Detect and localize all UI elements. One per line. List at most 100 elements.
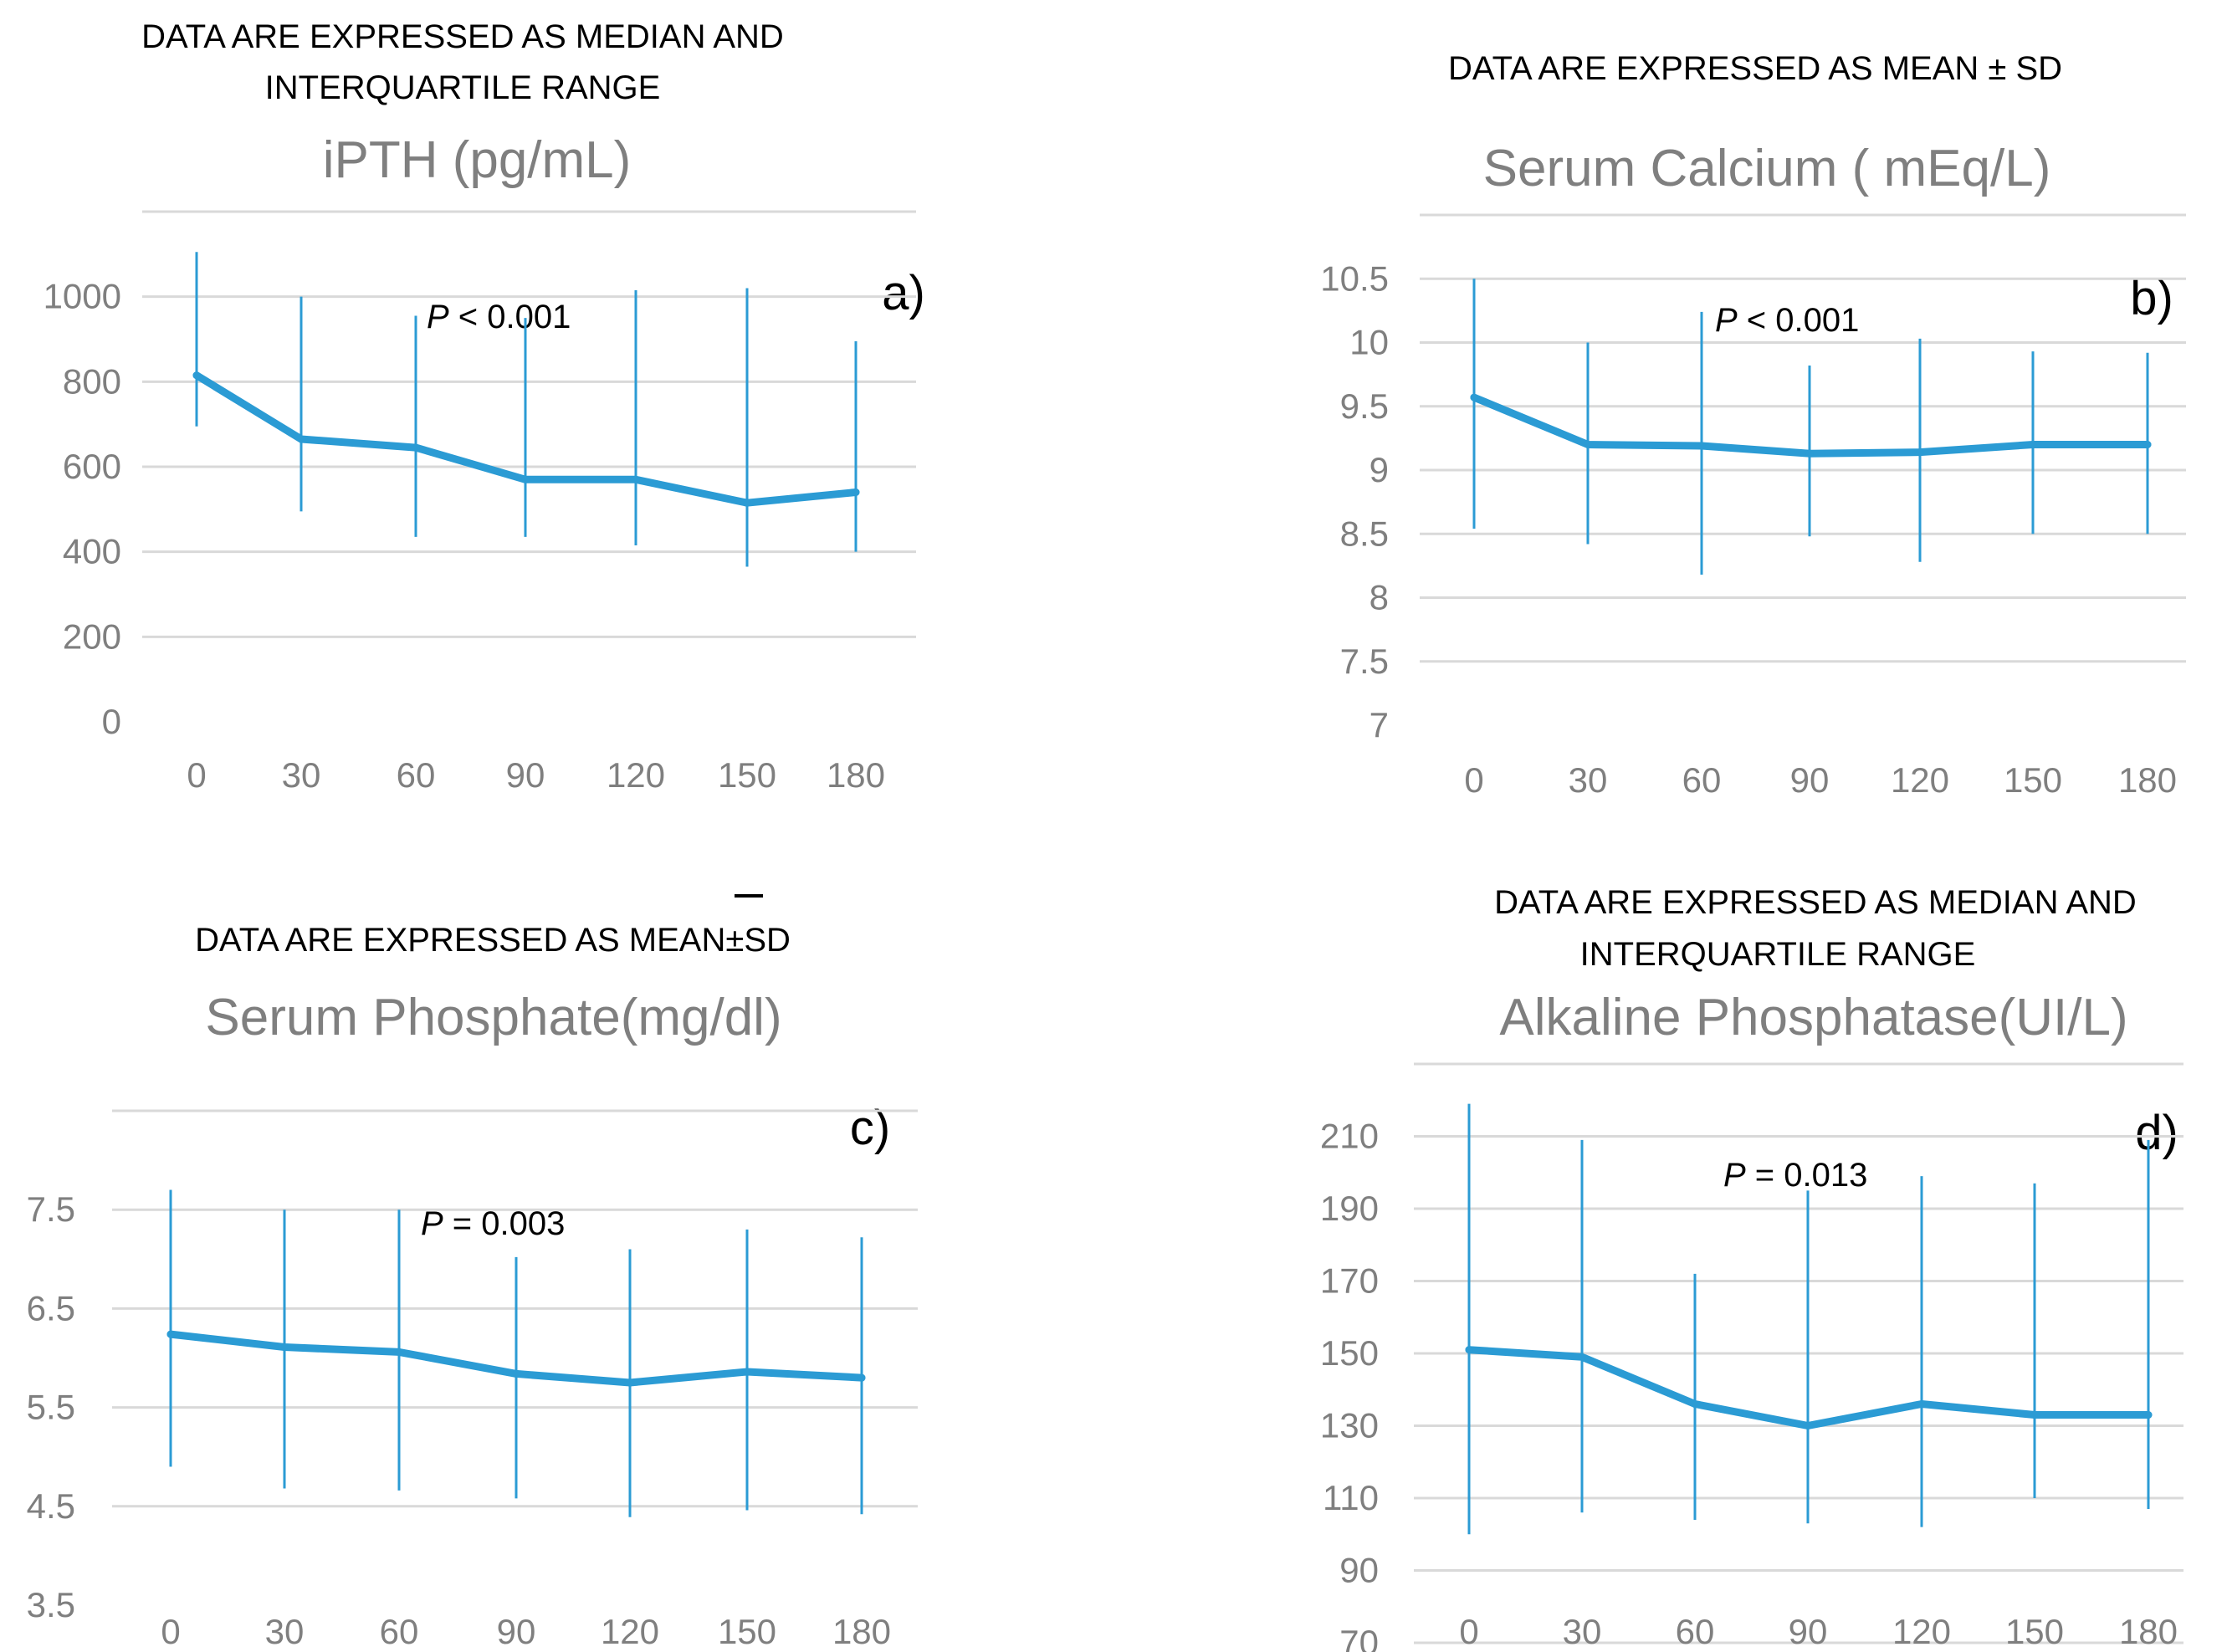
- data-point: [2143, 441, 2152, 448]
- panel-a-p-value: P < 0.001: [427, 299, 571, 335]
- panel-c-note-line-1: DATA ARE EXPRESSED AS MEAN±SD: [195, 922, 791, 959]
- y-tick-label: 70: [1339, 1623, 1379, 1652]
- y-tick-label: 150: [1320, 1333, 1379, 1373]
- panel-c-title: Serum Phosphate(mg/dl): [205, 989, 781, 1046]
- x-tick-label: 180: [2119, 1612, 2178, 1651]
- x-tick-label: 120: [607, 755, 665, 795]
- panel-d: DATA ARE EXPRESSED AS MEDIAN AND INTERQU…: [1320, 884, 2183, 1652]
- panel-c-p-value: P = 0.003: [421, 1205, 565, 1242]
- data-point: [1578, 1353, 1586, 1361]
- y-tick-label: 9.5: [1340, 386, 1389, 426]
- panel-b-title: Serum Calcium ( mEq/L): [1483, 140, 2051, 197]
- data-point: [297, 435, 305, 443]
- y-tick-label: 200: [63, 616, 121, 656]
- x-tick-label: 60: [1676, 1612, 1715, 1651]
- panel-b-plot: 7 7.5 8 8.5 9 9.5 10 10.5 0 30 60 90 120 150 180: [1320, 213, 2186, 800]
- data-point: [192, 371, 201, 380]
- panel-d-note-line-2: INTERQUARTILE RANGE: [1580, 936, 1976, 973]
- data-point: [1805, 449, 1814, 458]
- data-point: [280, 1343, 289, 1351]
- data-point: [521, 475, 530, 483]
- y-tick-label: 0: [102, 702, 121, 741]
- panel-b-p-italic: P: [1715, 302, 1738, 339]
- y-tick-label: 190: [1320, 1189, 1379, 1228]
- data-point: [412, 443, 420, 452]
- panel-a-plot: 0 200 400 600 800 1000 0 30 60 90 120 150 180: [44, 210, 916, 795]
- panel-d-title: Alkaline Phosphatase(UI/L): [1499, 989, 2127, 1046]
- panel-a-label: a): [882, 266, 925, 320]
- data-point: [632, 475, 640, 483]
- y-tick-label: 5.5: [27, 1388, 75, 1427]
- y-tick-label: 210: [1320, 1117, 1379, 1156]
- y-tick-label: 800: [63, 361, 121, 401]
- panel-d-p-rest: = 0.013: [1746, 1157, 1868, 1194]
- x-tick-label: 90: [506, 755, 545, 795]
- y-tick-label: 7: [1369, 705, 1389, 744]
- panel-b-p-rest: < 0.001: [1738, 302, 1860, 339]
- x-tick-label: 180: [832, 1612, 891, 1651]
- x-tick-label: 30: [282, 755, 321, 795]
- panel-a-note-line-1: DATA ARE EXPRESSED AS MEDIAN AND: [141, 18, 784, 55]
- x-tick-label: 180: [827, 755, 885, 795]
- panel-c-label: c): [850, 1101, 890, 1155]
- x-tick-label: 150: [2005, 1612, 2064, 1651]
- panel-a-p-rest: < 0.001: [449, 299, 571, 335]
- data-point: [2030, 1411, 2039, 1419]
- data-point: [166, 1330, 175, 1338]
- x-tick-label: 0: [1459, 1612, 1478, 1651]
- panel-c: DATA ARE EXPRESSED AS MEAN±SD Serum Phos…: [27, 894, 918, 1651]
- data-point: [743, 499, 751, 507]
- data-point: [852, 488, 860, 496]
- y-tick-label: 9: [1369, 450, 1389, 489]
- x-tick-label: 90: [1790, 760, 1830, 800]
- y-tick-label: 400: [63, 532, 121, 571]
- x-tick-label: 90: [497, 1612, 536, 1651]
- panel-b-label: b): [2130, 271, 2173, 325]
- panel-c-p-rest: = 0.003: [443, 1205, 566, 1242]
- panel-b-note-line-1: DATA ARE EXPRESSED AS MEAN ± SD: [1448, 50, 2062, 87]
- x-tick-label: 0: [187, 755, 206, 795]
- panel-a-note-line-2: INTERQUARTILE RANGE: [265, 69, 661, 106]
- panel-d-note-line-1: DATA ARE EXPRESSED AS MEDIAN AND: [1494, 884, 2137, 921]
- x-tick-label: 150: [718, 755, 776, 795]
- data-point: [1465, 1346, 1473, 1354]
- x-tick-label: 0: [161, 1612, 180, 1651]
- data-point: [858, 1373, 866, 1382]
- x-tick-label: 120: [601, 1612, 659, 1651]
- x-tick-label: 0: [1464, 760, 1483, 800]
- data-point: [512, 1369, 520, 1378]
- y-tick-label: 7.5: [1340, 642, 1389, 681]
- y-tick-label: 3.5: [27, 1585, 75, 1624]
- y-tick-label: 90: [1339, 1551, 1379, 1590]
- y-tick-label: 1000: [44, 277, 121, 316]
- data-point: [1470, 393, 1478, 401]
- data-point: [1584, 441, 1592, 448]
- data-point: [2029, 441, 2037, 448]
- data-point: [743, 1368, 751, 1376]
- x-tick-label: 60: [1682, 760, 1722, 800]
- y-tick-label: 6.5: [27, 1288, 75, 1327]
- y-tick-label: 10: [1349, 323, 1389, 362]
- x-tick-label: 30: [1569, 760, 1608, 800]
- panel-d-label: d): [2135, 1106, 2178, 1160]
- x-tick-label: 90: [1789, 1612, 1828, 1651]
- y-tick-label: 130: [1320, 1406, 1379, 1445]
- panel-d-p-value: P = 0.013: [1723, 1157, 1867, 1194]
- panel-b-p-value: P < 0.001: [1715, 302, 1859, 339]
- x-tick-label: 150: [2004, 760, 2062, 800]
- y-tick-label: 170: [1320, 1261, 1379, 1301]
- x-tick-label: 120: [1891, 760, 1949, 800]
- y-tick-label: 4.5: [27, 1486, 75, 1526]
- y-tick-label: 8.5: [1340, 514, 1389, 553]
- panel-d-plot: 70 90 110 130 150 170 190 210 0 30 60 90 120 150 180: [1320, 1062, 2183, 1652]
- panel-d-p-italic: P: [1723, 1157, 1746, 1194]
- y-tick-label: 10.5: [1320, 258, 1389, 298]
- data-point: [395, 1348, 403, 1356]
- data-point: [626, 1378, 634, 1387]
- panel-a: DATA ARE EXPRESSED AS MEDIAN AND INTERQU…: [44, 18, 925, 795]
- x-tick-label: 60: [397, 755, 436, 795]
- panel-b: DATA ARE EXPRESSED AS MEAN ± SD Serum Ca…: [1320, 50, 2186, 800]
- x-tick-label: 30: [1563, 1612, 1602, 1651]
- panel-c-plot: 3.5 4.5 5.5 6.5 7.5 0 30 60 90 120 150 180: [27, 1109, 918, 1651]
